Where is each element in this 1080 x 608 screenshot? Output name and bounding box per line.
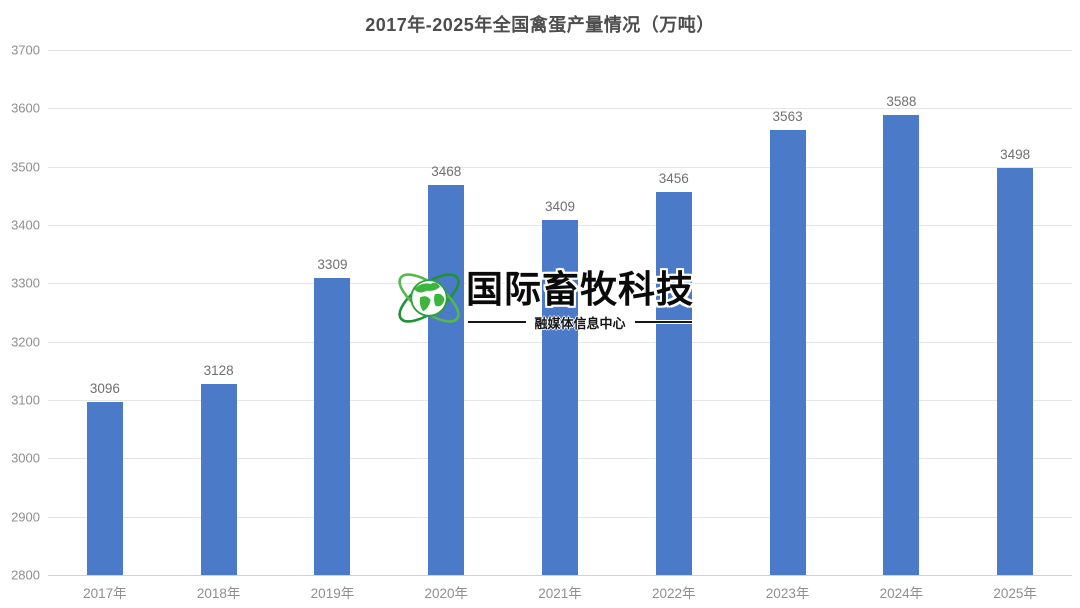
y-tick-label: 3500 [11,159,40,175]
bar-columns: 3096 2017年 3128 2018年 3309 2019年 3468 2020年 3409… [48,50,1072,601]
bar-column: 3563 2023年 [731,50,845,601]
bar-column: 3096 2017年 [48,50,162,601]
y-tick-label: 3100 [11,392,40,408]
bar-2021年 [542,219,579,575]
bar-2023年 [769,129,806,575]
bar-value-label: 3468 [431,164,462,180]
bar-column: 3409 2021年 [503,50,617,601]
globe-orbit-icon [398,273,460,323]
y-tick-label: 3700 [11,42,40,58]
watermark-brand-text: 国际畜牧科技 [466,268,694,311]
bar-value-label: 3588 [886,94,917,110]
bar-2025年 [997,167,1034,575]
bar-2018年 [200,383,237,575]
gridline [48,50,1072,51]
bar-value-label: 3096 [89,381,120,397]
bar-2020年 [428,185,465,575]
watermark-subtitle-text: 融媒体信息中心 [534,315,626,331]
bar-column: 3128 2018年 [162,50,276,601]
bar-2024年 [883,115,920,575]
plot-area: 3700 3600 3500 3400 3300 3200 3100 3000 2900 2800… [11,43,1072,601]
subtitle-left-rule [468,321,526,324]
bar-value-label: 3309 [317,257,348,273]
bar-column: 3456 2022年 [617,50,731,601]
x-axis-line [48,575,1072,576]
y-tick-label: 2900 [11,509,40,525]
bar-value-label: 3498 [1000,146,1031,162]
bar-2017年 [86,402,123,575]
bar-value-label: 3456 [658,171,689,187]
x-tick-label: 2019年 [310,586,355,601]
chart-title: 2017年-2025年全国禽蛋产量情况（万吨） [365,15,715,35]
x-tick-label: 2022年 [652,586,696,601]
bar-value-label: 3409 [544,198,576,214]
y-tick-label: 3400 [11,217,40,233]
bar-column: 3309 2019年 [276,50,390,601]
watermark-subtitle-row: 融媒体信息中心 [466,313,694,332]
subtitle-right-rule [634,321,693,324]
watermark-text-block: 国际畜牧科技 融媒体信息中心 [466,268,694,332]
y-tick-label: 2800 [11,567,40,583]
bar-column: 3468 2020年 [389,50,503,601]
x-tick-label: 2023年 [765,586,810,601]
gridline [48,166,1072,168]
bar-2022年 [655,192,692,575]
x-tick-label: 2024年 [879,586,924,601]
watermark-logo: 国际畜牧科技 融媒体信息中心 [392,258,694,338]
bar-2019年 [314,278,351,575]
bar-column: 3588 2024年 [844,50,958,601]
bar-value-label: 3563 [772,108,803,124]
x-tick-label: 2018年 [196,586,241,601]
y-tick-label: 3200 [11,334,40,350]
bar-column: 3498 2025年 [958,50,1072,601]
y-tick-label: 3300 [11,275,40,291]
x-tick-label: 2025年 [993,586,1037,601]
x-tick-label: 2020年 [424,586,468,601]
y-tick-label: 3000 [11,450,40,466]
gridline [48,108,1072,110]
bar-value-label: 3128 [203,362,234,378]
y-tick-label: 3600 [11,100,40,116]
x-tick-label: 2021年 [538,586,582,601]
x-tick-label: 2017年 [83,586,127,601]
